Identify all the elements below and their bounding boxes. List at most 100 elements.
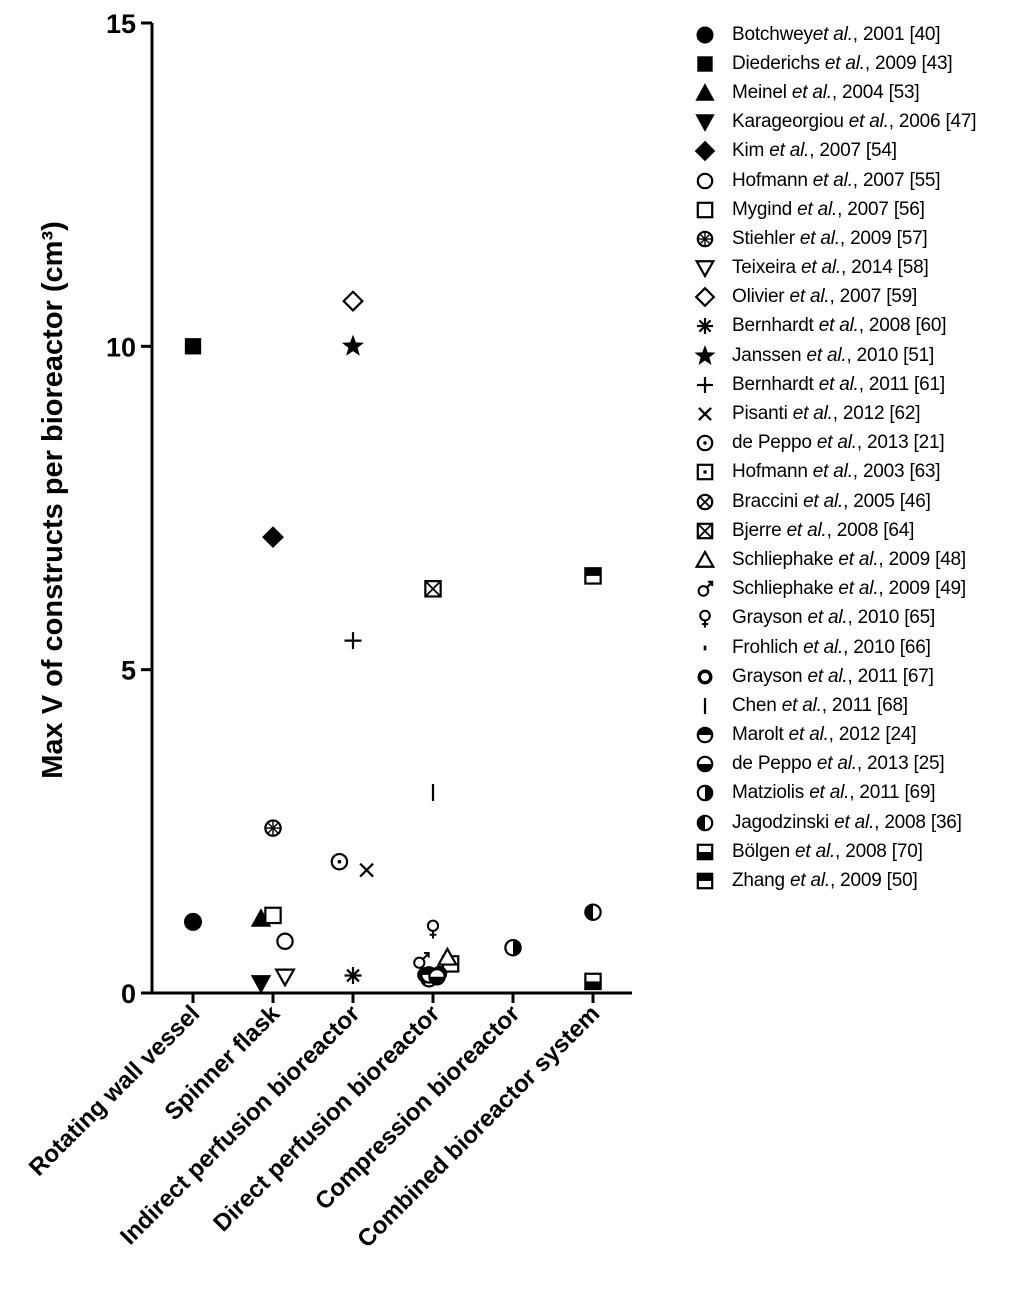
- legend-label: Bjerre et al., 2008 [64]: [732, 519, 915, 541]
- legend-entry: Karageorgiou et al., 2006 [47]: [690, 108, 1020, 137]
- legend-entry: Mygind et al., 2007 [56]: [690, 195, 1020, 224]
- data-point: [413, 952, 430, 969]
- legend-entry: Hofmann et al., 2007 [55]: [690, 166, 1020, 195]
- legend-marker-icon: [697, 318, 713, 335]
- legend-marker-icon: [697, 376, 713, 393]
- legend-label: Diederichs et al., 2009 [43]: [732, 52, 953, 74]
- legend-marker-icon: [694, 141, 716, 162]
- legend-marker-icon: [696, 814, 714, 831]
- legend-marker-icon: [696, 26, 714, 44]
- legend-entry: Hofmann et al., 2003 [63]: [690, 458, 1020, 487]
- legend-label: Grayson et al., 2010 [65]: [732, 607, 936, 629]
- y-tick-label: 15: [106, 9, 136, 39]
- legend-marker-icon: [697, 669, 713, 685]
- legend-label: Bölgen et al., 2008 [70]: [732, 840, 923, 862]
- legend-marker-icon: [703, 697, 707, 714]
- legend-entry: Bjerre et al., 2008 [64]: [690, 516, 1020, 545]
- legend-entry: Braccini et al., 2005 [46]: [690, 487, 1020, 516]
- legend-entry: Bernhardt et al., 2008 [60]: [690, 312, 1020, 341]
- data-point: [274, 968, 296, 988]
- legend-entry: Botchweyet al., 2001 [40]: [690, 20, 1020, 49]
- data-point: [584, 903, 602, 921]
- legend-entry: Frohlich et al., 2010 [66]: [690, 633, 1020, 662]
- legend-entry: Grayson et al., 2010 [65]: [690, 604, 1020, 633]
- legend-label: de Peppo et al., 2013 [25]: [732, 753, 945, 775]
- legend-label: Schliephake et al., 2009 [48]: [732, 548, 967, 570]
- legend-label: Pisanti et al., 2012 [62]: [732, 403, 921, 425]
- legend-label: Mygind et al., 2007 [56]: [732, 198, 925, 220]
- legend-label: Frohlich et al., 2010 [66]: [732, 636, 931, 658]
- data-point: [184, 338, 202, 355]
- legend-entry: de Peppo et al., 2013 [25]: [690, 750, 1020, 779]
- data-point: [341, 334, 365, 356]
- legend-entry: Bernhardt et al., 2011 [61]: [690, 370, 1020, 399]
- legend-label: Matziolis et al., 2011 [69]: [732, 782, 936, 804]
- legend-marker-icon: [696, 785, 714, 802]
- legend-entry: Kim et al., 2007 [54]: [690, 137, 1020, 166]
- legend-marker-icon: [694, 260, 716, 279]
- legend-entry: Marolt et al., 2012 [24]: [690, 721, 1020, 750]
- legend-label: Janssen et al., 2010 [51]: [732, 344, 935, 366]
- legend-marker-icon: [696, 755, 714, 773]
- legend-label: Karageorgiou et al., 2006 [47]: [732, 111, 977, 133]
- legend-entry: Pisanti et al., 2012 [62]: [690, 399, 1020, 428]
- legend-label: Meinel et al., 2004 [53]: [732, 81, 920, 103]
- data-point: [250, 975, 272, 994]
- y-tick-label: 10: [106, 332, 136, 362]
- legend-entry: Schliephake et al., 2009 [49]: [690, 575, 1020, 604]
- legend-marker-icon: [696, 522, 714, 540]
- legend-label: Zhang et al., 2009 [50]: [732, 870, 918, 892]
- data-point: [344, 632, 362, 650]
- legend-label: Grayson et al., 2011 [67]: [732, 665, 934, 687]
- data-point: [330, 852, 349, 871]
- legend-label: Jagodzinski et al., 2008 [36]: [732, 811, 962, 833]
- legend-label: Hofmann et al., 2007 [55]: [732, 169, 941, 191]
- data-point: [342, 290, 364, 313]
- legend-entry: Schliephake et al., 2009 [48]: [690, 545, 1020, 574]
- data-point: [426, 919, 440, 939]
- legend-marker-icon: [696, 434, 714, 452]
- legend: Botchweyet al., 2001 [40] Diederichs et a…: [690, 20, 1020, 896]
- legend-entry: Olivier et al., 2007 [59]: [690, 283, 1020, 312]
- y-axis-label: Max V of constructs per bioreactor (cm³): [37, 221, 69, 779]
- legend-marker-icon: [696, 872, 714, 890]
- legend-label: Braccini et al., 2005 [46]: [732, 490, 931, 512]
- legend-marker-icon: [696, 201, 714, 219]
- legend-marker-icon: [703, 645, 707, 650]
- legend-marker-icon: [696, 493, 714, 510]
- legend-entry: Matziolis et al., 2011 [69]: [690, 779, 1020, 808]
- legend-marker-icon: [694, 286, 716, 308]
- data-point: [584, 972, 602, 991]
- legend-entry: Grayson et al., 2011 [67]: [690, 662, 1020, 691]
- legend-entry: de Peppo et al., 2013 [21]: [690, 429, 1020, 458]
- legend-label: de Peppo et al., 2013 [21]: [732, 432, 945, 454]
- y-tick-label: 5: [121, 656, 136, 686]
- legend-marker-icon: [696, 843, 714, 861]
- data-point: [584, 567, 602, 585]
- legend-marker-icon: [696, 230, 714, 248]
- legend-marker-icon: [697, 580, 714, 597]
- data-point: [344, 967, 362, 984]
- legend-label: Bernhardt et al., 2011 [61]: [732, 373, 945, 395]
- legend-marker-icon: [695, 83, 715, 101]
- data-point: [264, 906, 282, 925]
- legend-entry: Zhang et al., 2009 [50]: [690, 866, 1020, 895]
- legend-marker-icon: [695, 114, 715, 132]
- legend-entry: Bölgen et al., 2008 [70]: [690, 837, 1020, 866]
- legend-entry: Stiehler et al., 2009 [57]: [690, 224, 1020, 253]
- legend-marker-icon: [696, 172, 714, 189]
- legend-marker-icon: [694, 344, 716, 365]
- legend-marker-icon: [696, 726, 714, 744]
- data-point: [264, 819, 282, 837]
- legend-label: Schliephake et al., 2009 [49]: [732, 578, 967, 600]
- legend-label: Botchweyet al., 2001 [40]: [732, 23, 941, 45]
- legend-entry: Diederichs et al., 2009 [43]: [690, 49, 1020, 78]
- legend-label: Stiehler et al., 2009 [57]: [732, 227, 928, 249]
- legend-label: Olivier et al., 2007 [59]: [732, 286, 918, 308]
- data-point: [436, 946, 459, 966]
- data-point: [359, 862, 374, 878]
- data-point: [184, 912, 202, 931]
- data-point: [424, 580, 442, 598]
- data-point: [276, 932, 294, 951]
